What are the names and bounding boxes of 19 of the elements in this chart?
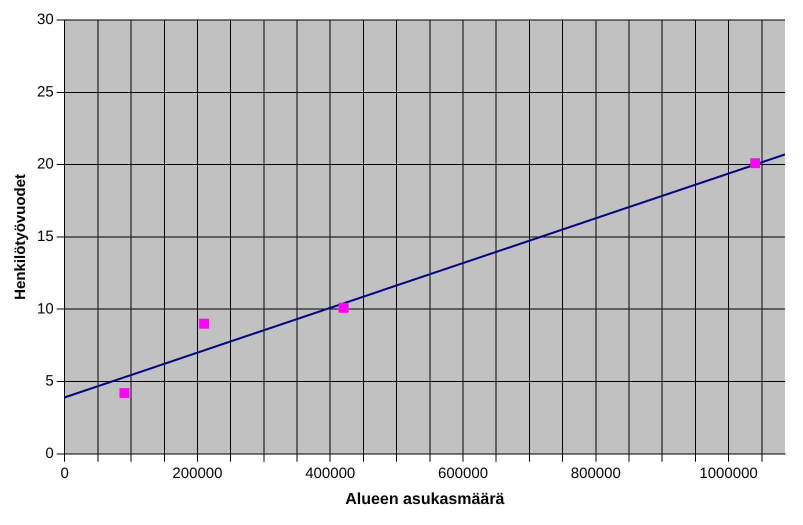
point: [119, 388, 130, 398]
point: [338, 302, 348, 313]
x-tick-label: 400000: [305, 464, 356, 482]
y-tick-label: 15: [36, 228, 54, 246]
y-tick-label: 5: [45, 372, 54, 390]
x-tick-label: 800000: [570, 464, 621, 482]
y-tick-label: 20: [36, 156, 54, 173]
x-tick-label: 600000: [438, 464, 488, 482]
point: [750, 158, 760, 168]
x-tick-label: 1000000: [699, 464, 758, 482]
x-tick-label: 200000: [172, 464, 222, 482]
y-tick-label: 25: [36, 83, 54, 100]
point: [199, 318, 210, 329]
x-axis-title: Alueen asukasmäärä: [345, 490, 505, 508]
y-tick-label: 0: [45, 444, 54, 462]
y-tick-label: 30: [36, 11, 54, 28]
y-tick-label: 10: [36, 300, 54, 318]
x-tick-label: 0: [60, 464, 69, 482]
y-axis-title: Henkilötyövuodet: [12, 174, 30, 300]
